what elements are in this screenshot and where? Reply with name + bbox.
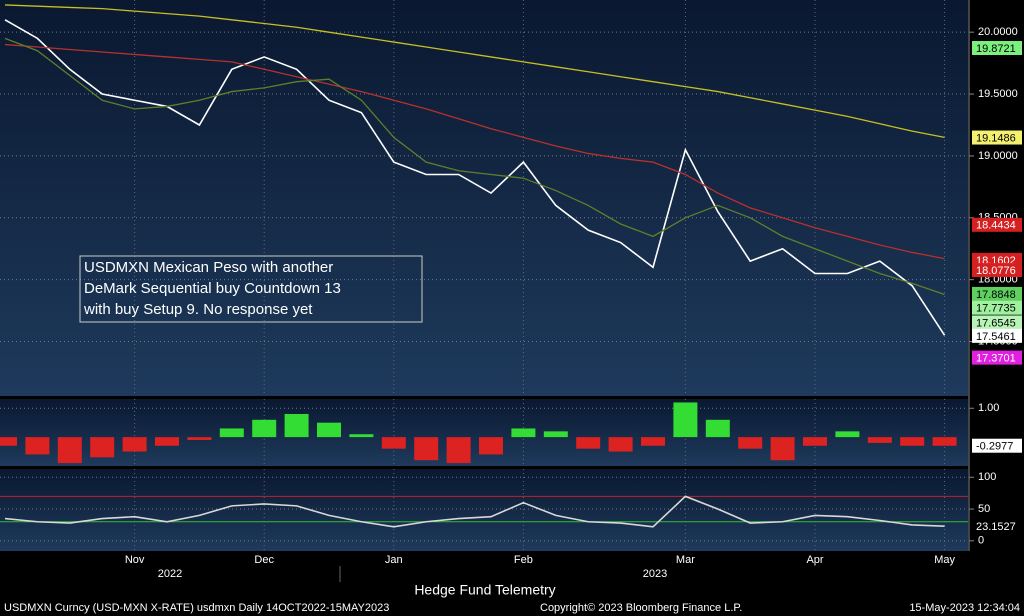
annotation: USDMXN Mexican Peso with another [84, 259, 333, 276]
axis-tag-label: 17.5461 [976, 331, 1016, 343]
series-line [4, 37, 945, 296]
axis-tag [972, 130, 1022, 145]
histogram-bar [155, 437, 179, 446]
x-tick-label: Nov [125, 554, 145, 566]
oscillator-panel [0, 469, 968, 551]
axis-tag-label: 17.8848 [976, 289, 1016, 301]
histogram-bar [835, 431, 860, 438]
axis-tag [972, 217, 1022, 232]
axis-tag-label: 17.3701 [976, 353, 1016, 365]
copyright: Copyright© 2023 Bloomberg Finance L.P. [540, 602, 742, 614]
histogram-bar [770, 437, 795, 461]
axis-tag [972, 286, 1022, 301]
main-panel [0, 0, 968, 396]
y-tick-label: 19.5000 [978, 88, 1018, 100]
axis-tag-label: -0.2977 [976, 441, 1013, 453]
histogram-panel [0, 399, 968, 466]
series-line [4, 495, 945, 528]
axis-tag [972, 263, 1022, 278]
x-tick-label: Feb [514, 554, 533, 566]
x-tick-label: Mar [676, 554, 695, 566]
axis-tag-label: 18.0776 [976, 265, 1016, 277]
histogram-bar [641, 437, 665, 446]
x-tick-label: Jan [385, 554, 403, 566]
y-tick-label: 20.0000 [978, 26, 1018, 38]
histogram-bar [576, 437, 601, 449]
price-line [4, 19, 946, 336]
axis-tag-label: 17.7735 [976, 303, 1016, 315]
axis-tag [972, 438, 1022, 453]
y-tick-label: 0 [978, 535, 984, 547]
histogram-bar [673, 402, 698, 438]
annotation: with buy Setup 9. No response yet [83, 301, 313, 318]
x-tick-label: Apr [806, 554, 823, 566]
axis-tag [972, 41, 1022, 56]
histogram-bar [543, 431, 568, 438]
histogram-bar [57, 437, 82, 464]
histogram-bar [900, 437, 925, 446]
x-tick-label: Dec [254, 554, 274, 566]
histogram-bar [349, 434, 374, 438]
watermark: Hedge Fund Telemetry [414, 582, 555, 598]
histogram-bar [738, 437, 763, 449]
year-label: 2022 [158, 568, 182, 580]
histogram-bar [414, 437, 439, 461]
series-line [4, 4, 945, 139]
histogram-bar [932, 437, 957, 446]
annotation-box [79, 255, 423, 323]
annotation: DeMark Sequential buy Countdown 13 [84, 280, 341, 297]
histogram-bar [381, 437, 406, 449]
histogram-bar [187, 437, 212, 441]
histogram-bar [867, 437, 892, 443]
axis-tag [972, 328, 1022, 343]
axis-tag-label: 19.1486 [976, 132, 1016, 144]
histogram-bar [90, 437, 115, 458]
y-tick-label: 100 [978, 471, 996, 483]
x-tick-label: May [934, 554, 955, 566]
y-tick-label: 1.00 [978, 402, 999, 414]
axis-tag-label: 17.6545 [976, 317, 1016, 329]
axis-tag [972, 300, 1022, 315]
axis-tag [972, 350, 1022, 365]
axis-tag-label: 19.8721 [976, 43, 1016, 55]
y-tick-label: 19.0000 [978, 150, 1018, 162]
histogram-bar [608, 437, 633, 452]
histogram-bar [317, 422, 341, 438]
axis-tag [972, 519, 1022, 534]
axis-tag-label: 23.1527 [976, 521, 1016, 533]
histogram-bar [0, 437, 17, 446]
histogram-bar [252, 419, 277, 438]
axis-tag-label: 18.4434 [976, 220, 1016, 232]
y-tick-label: 50 [978, 503, 990, 515]
histogram-bar [446, 437, 471, 464]
histogram-bar [511, 428, 536, 438]
histogram-bar [705, 419, 730, 438]
histogram-bar [122, 437, 147, 452]
histogram-bar [25, 437, 50, 455]
histogram-bar [803, 437, 827, 446]
histogram-bar [479, 437, 503, 455]
ticker: USDMXN Curncy (USD-MXN X-RATE) usdmxn Da… [4, 602, 389, 614]
timestamp: 15-May-2023 12:34:04 [909, 602, 1020, 614]
histogram-bar [219, 428, 244, 438]
series-line [4, 43, 945, 260]
histogram-bar [284, 414, 309, 438]
axis-tag [972, 315, 1022, 330]
year-label: 2023 [643, 568, 667, 580]
